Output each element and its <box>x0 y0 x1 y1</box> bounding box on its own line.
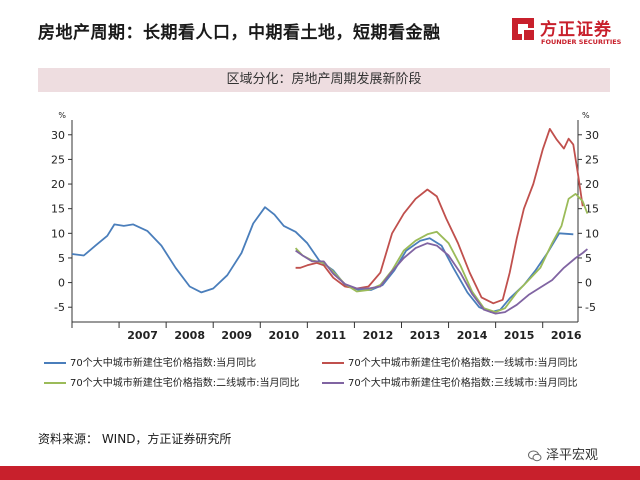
legend-label: 70个大中城市新建住宅价格指数:二线城市:当月同比 <box>70 378 300 389</box>
x-tick-label: 2016 <box>551 329 582 342</box>
legend-label: 70个大中城市新建住宅价格指数:一线城市:当月同比 <box>348 358 578 369</box>
y-tick-label-left: 0 <box>58 277 65 290</box>
y-tick-label-right: 25 <box>585 153 599 166</box>
series-layer <box>71 128 589 315</box>
line-chart: % -5 0 5 10 15 20 25 30 % -5 0 5 10 15 20 25 30 2007 2008… <box>51 111 599 342</box>
y-tick-label-left: 10 <box>51 227 65 240</box>
x-tick-label: 2013 <box>410 329 441 342</box>
y-tick-label-left: -5 <box>54 301 65 314</box>
y-unit-right: % <box>582 111 590 120</box>
legend-item: 70个大中城市新建住宅价格指数:三线城市:当月同比 <box>322 374 577 389</box>
x-tick-label: 2008 <box>174 329 205 342</box>
logo-en: FOUNDER SECURITIES <box>541 38 622 46</box>
series-line-3 <box>294 193 589 313</box>
x-tick-label: 2011 <box>316 329 347 342</box>
x-tick-label: 2009 <box>221 329 252 342</box>
page-title: 房地产周期：长期看人口，中期看土地，短期看金融 <box>38 23 441 43</box>
y-tick-label-right: 30 <box>585 129 599 142</box>
legend-item: 70个大中城市新建住宅价格指数:当月同比 <box>44 354 256 369</box>
legend-swatch <box>44 382 66 384</box>
legend-label: 70个大中城市新建住宅价格指数:当月同比 <box>70 358 257 369</box>
footer-bar <box>0 466 640 480</box>
legend-item: 70个大中城市新建住宅价格指数:二线城市:当月同比 <box>44 374 299 389</box>
y-tick-label-right: 10 <box>585 227 599 240</box>
x-tick-label: 2007 <box>127 329 158 342</box>
brand-logo: 方正证券 FOUNDER SECURITIES <box>510 14 622 58</box>
y-tick-label-left: 20 <box>51 178 65 191</box>
y-unit-left: % <box>58 111 66 120</box>
legend-swatch <box>44 362 66 364</box>
y-axis-left: % -5 0 5 10 15 20 25 30 <box>51 111 72 314</box>
x-tick-label: 2014 <box>457 329 488 342</box>
x-tick-label: 2015 <box>504 329 535 342</box>
series-line-2 <box>295 128 584 305</box>
plot-frame <box>71 120 579 323</box>
x-axis: 2007 2008 2009 2010 2011 2012 2013 2014 2015 2016 <box>71 322 582 342</box>
series-line-1 <box>71 206 574 313</box>
wechat-account: 泽平宏观 <box>528 444 598 463</box>
source-note: 资料来源： WIND，方正证券研究所 <box>38 432 232 446</box>
y-tick-label-right: 5 <box>585 252 592 265</box>
logo-name: 方正证券 <box>540 20 612 40</box>
x-tick-label: 2012 <box>363 329 394 342</box>
legend-label: 70个大中城市新建住宅价格指数:三线城市:当月同比 <box>348 378 578 389</box>
y-tick-label-right: 20 <box>585 178 599 191</box>
legend-swatch <box>322 382 344 384</box>
y-tick-label-left: 25 <box>51 153 65 166</box>
wechat-icon <box>528 450 542 461</box>
y-tick-label-left: 5 <box>58 252 65 265</box>
y-tick-label-right: 15 <box>585 203 599 216</box>
y-tick-label-left: 15 <box>51 203 65 216</box>
x-tick-label: 2010 <box>269 329 300 342</box>
founder-logo-icon <box>512 18 534 40</box>
y-tick-label-right: 0 <box>585 277 592 290</box>
y-tick-label-left: 30 <box>51 129 65 142</box>
series-line-4 <box>295 242 588 315</box>
y-tick-label-right: -5 <box>585 301 596 314</box>
y-axis-right: % -5 0 5 10 15 20 25 30 <box>578 111 599 314</box>
chart-subtitle: 区域分化：房地产周期发展新阶段 <box>38 68 610 92</box>
legend-item: 70个大中城市新建住宅价格指数:一线城市:当月同比 <box>322 354 577 369</box>
legend-swatch <box>322 362 344 364</box>
wechat-name: 泽平宏观 <box>546 448 599 463</box>
